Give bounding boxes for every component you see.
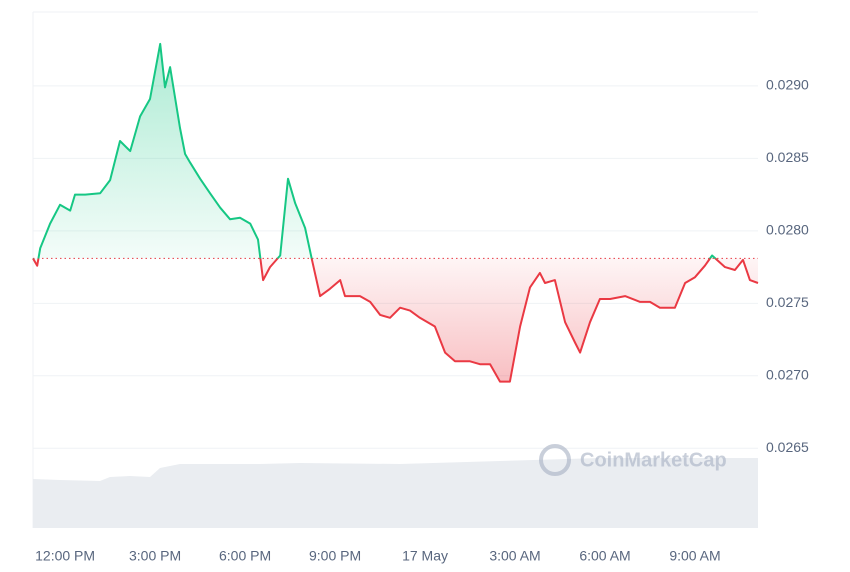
x-tick-label: 6:00 PM	[219, 548, 271, 564]
y-tick-label: 0.0265	[766, 439, 809, 455]
y-tick-label: 0.0290	[766, 77, 809, 93]
x-tick-label: 6:00 AM	[579, 548, 630, 564]
y-tick-label: 0.0280	[766, 222, 809, 238]
x-tick-label: 3:00 AM	[489, 548, 540, 564]
y-tick-label: 0.0275	[766, 294, 809, 310]
x-tick-label: 9:00 AM	[669, 548, 720, 564]
price-area	[33, 43, 758, 382]
y-tick-label: 0.0270	[766, 367, 809, 383]
volume-area	[33, 458, 758, 528]
x-tick-label: 17 May	[402, 548, 448, 564]
x-tick-label: 9:00 PM	[309, 548, 361, 564]
x-tick-label: 12:00 PM	[35, 548, 95, 564]
watermark: CoinMarketCap	[539, 444, 727, 476]
price-line	[32, 42, 759, 383]
y-tick-label: 0.0285	[766, 149, 809, 165]
watermark-text: CoinMarketCap	[580, 449, 727, 471]
x-tick-label: 3:00 PM	[129, 548, 181, 564]
